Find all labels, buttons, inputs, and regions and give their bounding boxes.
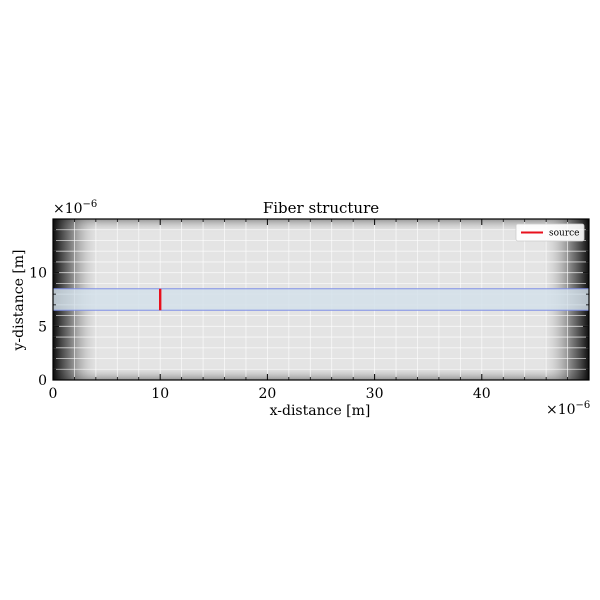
chart-title: Fiber structure xyxy=(263,199,379,217)
plot-frame xyxy=(52,218,590,381)
plot-area xyxy=(53,219,589,380)
y-tick-label: 5 xyxy=(38,319,47,335)
absorbing-boundary-top xyxy=(53,219,589,233)
legend: source xyxy=(515,223,585,242)
legend-source-label: source xyxy=(549,229,580,239)
y-axis-label: y-distance [m] xyxy=(11,249,27,351)
x-axis-multiplier: ×10−6 xyxy=(546,400,590,418)
y-tick-label: 10 xyxy=(29,266,47,282)
y-axis-multiplier: ×10−6 xyxy=(53,199,97,217)
axis-ticks: 0 10 20 30 40 0 5 10 xyxy=(29,219,589,402)
y-tick-label: 0 xyxy=(38,373,47,389)
x-tick-label: 40 xyxy=(473,386,491,402)
x-tick-label: 0 xyxy=(49,386,58,402)
fiber-core xyxy=(53,288,589,311)
x-tick-label: 10 xyxy=(151,386,169,402)
x-axis-label: x-distance [m] xyxy=(270,403,371,419)
x-tick-label: 20 xyxy=(258,386,276,402)
legend-box xyxy=(515,223,585,242)
absorbing-boundary-bottom xyxy=(53,366,589,380)
x-tick-label: 30 xyxy=(366,386,384,402)
